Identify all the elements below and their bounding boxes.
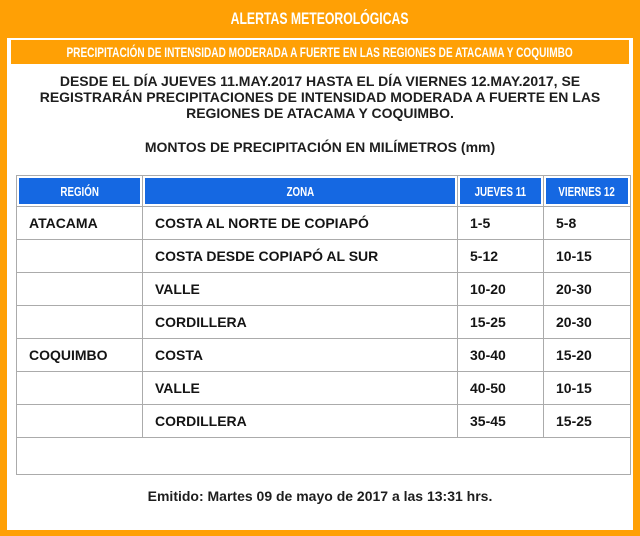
header-viernes: VIERNES 12 xyxy=(543,175,631,207)
table-empty-row xyxy=(16,437,631,475)
cell-jueves: 35-45 xyxy=(457,404,544,438)
page-title: ALERTAS METEOROLÓGICAS xyxy=(231,9,409,28)
cell-jueves: 10-20 xyxy=(457,272,544,306)
table-title: MONTOS DE PRECIPITACIÓN EN MILÍMETROS (m… xyxy=(144,139,496,155)
alert-description: DESDE EL DÍA JUEVES 11.MAY.2017 HASTA EL… xyxy=(39,73,601,121)
cell-jueves: 40-50 xyxy=(457,371,544,405)
precipitation-table: REGIÓN ZONA JUEVES 11 VIERNES 12 ATACAMA… xyxy=(16,175,631,475)
table-row: VALLE 10-20 20-30 xyxy=(16,272,631,306)
cell-zona: COSTA DESDE COPIAPÓ AL SUR xyxy=(142,239,458,273)
cell-jueves: 30-40 xyxy=(457,338,544,372)
cell-region xyxy=(16,371,143,405)
table-row: VALLE 40-50 10-15 xyxy=(16,371,631,405)
header-region: REGIÓN xyxy=(16,175,143,207)
cell-viernes: 5-8 xyxy=(543,206,631,240)
table-row: ATACAMA COSTA AL NORTE DE COPIAPÓ 1-5 5-… xyxy=(16,206,631,240)
alert-title-text: PRECIPITACIÓN DE INTENSIDAD MODERADA A F… xyxy=(66,44,574,60)
cell-region xyxy=(16,305,143,339)
cell-region xyxy=(16,272,143,306)
cell-viernes: 10-15 xyxy=(543,371,631,405)
cell-zona: COSTA xyxy=(142,338,458,372)
emitted-timestamp: Emitido: Martes 09 de mayo de 2017 a las… xyxy=(147,488,493,504)
cell-zona: VALLE xyxy=(142,371,458,405)
table-header-row: REGIÓN ZONA JUEVES 11 VIERNES 12 xyxy=(16,175,631,207)
header-zona: ZONA xyxy=(142,175,458,207)
cell-region xyxy=(16,239,143,273)
header-jueves: JUEVES 11 xyxy=(457,175,544,207)
cell-viernes: 15-20 xyxy=(543,338,631,372)
cell-viernes: 10-15 xyxy=(543,239,631,273)
cell-jueves: 5-12 xyxy=(457,239,544,273)
cell-jueves: 15-25 xyxy=(457,305,544,339)
cell-zona: CORDILLERA xyxy=(142,305,458,339)
table-row: CORDILLERA 15-25 20-30 xyxy=(16,305,631,339)
top-banner: ALERTAS METEOROLÓGICAS xyxy=(7,0,633,38)
table-row: CORDILLERA 35-45 15-25 xyxy=(16,404,631,438)
empty-cell xyxy=(16,437,631,475)
cell-zona: VALLE xyxy=(142,272,458,306)
cell-viernes: 15-25 xyxy=(543,404,631,438)
cell-zona: CORDILLERA xyxy=(142,404,458,438)
cell-viernes: 20-30 xyxy=(543,305,631,339)
cell-jueves: 1-5 xyxy=(457,206,544,240)
alert-title-banner: PRECIPITACIÓN DE INTENSIDAD MODERADA A F… xyxy=(9,38,631,66)
cell-region xyxy=(16,404,143,438)
cell-region: ATACAMA xyxy=(16,206,143,240)
cell-viernes: 20-30 xyxy=(543,272,631,306)
cell-zona: COSTA AL NORTE DE COPIAPÓ xyxy=(142,206,458,240)
table-row: COSTA DESDE COPIAPÓ AL SUR 5-12 10-15 xyxy=(16,239,631,273)
table-row: COQUIMBO COSTA 30-40 15-20 xyxy=(16,338,631,372)
cell-region: COQUIMBO xyxy=(16,338,143,372)
